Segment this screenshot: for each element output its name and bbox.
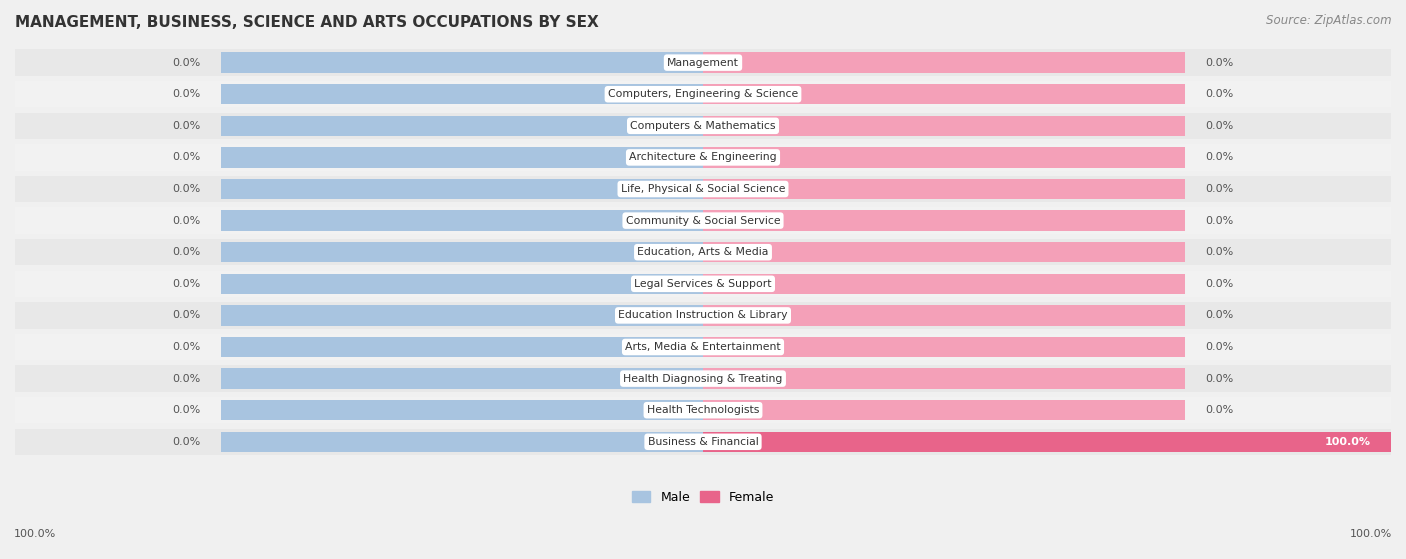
- Bar: [703, 400, 1185, 420]
- Bar: [15, 302, 1391, 329]
- Bar: [703, 368, 1185, 389]
- Bar: [221, 116, 703, 136]
- Bar: [703, 337, 1185, 357]
- Text: Computers & Mathematics: Computers & Mathematics: [630, 121, 776, 131]
- Text: Computers, Engineering & Science: Computers, Engineering & Science: [607, 89, 799, 100]
- Text: 0.0%: 0.0%: [1205, 216, 1233, 226]
- Text: Arts, Media & Entertainment: Arts, Media & Entertainment: [626, 342, 780, 352]
- Text: Source: ZipAtlas.com: Source: ZipAtlas.com: [1267, 14, 1392, 27]
- Text: Legal Services & Support: Legal Services & Support: [634, 279, 772, 289]
- Bar: [15, 271, 1391, 297]
- Bar: [221, 84, 703, 105]
- Text: Education Instruction & Library: Education Instruction & Library: [619, 310, 787, 320]
- Text: 0.0%: 0.0%: [173, 89, 201, 100]
- Text: Community & Social Service: Community & Social Service: [626, 216, 780, 226]
- Text: 100.0%: 100.0%: [1324, 437, 1371, 447]
- Bar: [703, 242, 1185, 263]
- Text: 0.0%: 0.0%: [173, 216, 201, 226]
- Text: 0.0%: 0.0%: [173, 153, 201, 163]
- Text: 100.0%: 100.0%: [14, 529, 56, 539]
- Bar: [703, 305, 1185, 326]
- Bar: [221, 179, 703, 200]
- Text: 0.0%: 0.0%: [173, 342, 201, 352]
- Text: Health Diagnosing & Treating: Health Diagnosing & Treating: [623, 373, 783, 383]
- Bar: [15, 176, 1391, 202]
- Text: 0.0%: 0.0%: [1205, 58, 1233, 68]
- Bar: [221, 432, 703, 452]
- Text: 0.0%: 0.0%: [173, 373, 201, 383]
- Legend: Male, Female: Male, Female: [627, 486, 779, 509]
- Bar: [221, 147, 703, 168]
- Bar: [221, 368, 703, 389]
- Text: 0.0%: 0.0%: [173, 121, 201, 131]
- Text: 0.0%: 0.0%: [1205, 373, 1233, 383]
- Text: Life, Physical & Social Science: Life, Physical & Social Science: [621, 184, 785, 194]
- Bar: [15, 366, 1391, 392]
- Bar: [703, 116, 1185, 136]
- Bar: [703, 432, 1391, 452]
- Text: Architecture & Engineering: Architecture & Engineering: [630, 153, 776, 163]
- Bar: [15, 112, 1391, 139]
- Text: 0.0%: 0.0%: [1205, 342, 1233, 352]
- Bar: [15, 397, 1391, 424]
- Bar: [15, 429, 1391, 455]
- Text: 0.0%: 0.0%: [1205, 184, 1233, 194]
- Bar: [221, 53, 703, 73]
- Bar: [703, 179, 1185, 200]
- Text: Management: Management: [666, 58, 740, 68]
- Text: 0.0%: 0.0%: [1205, 153, 1233, 163]
- Text: 0.0%: 0.0%: [173, 279, 201, 289]
- Bar: [221, 210, 703, 231]
- Bar: [15, 207, 1391, 234]
- Bar: [15, 144, 1391, 170]
- Text: 0.0%: 0.0%: [1205, 279, 1233, 289]
- Bar: [703, 273, 1185, 294]
- Bar: [15, 334, 1391, 360]
- Text: Business & Financial: Business & Financial: [648, 437, 758, 447]
- Text: 0.0%: 0.0%: [1205, 89, 1233, 100]
- Bar: [221, 305, 703, 326]
- Text: 0.0%: 0.0%: [173, 437, 201, 447]
- Bar: [221, 400, 703, 420]
- Text: 0.0%: 0.0%: [173, 310, 201, 320]
- Bar: [703, 210, 1185, 231]
- Bar: [221, 273, 703, 294]
- Text: MANAGEMENT, BUSINESS, SCIENCE AND ARTS OCCUPATIONS BY SEX: MANAGEMENT, BUSINESS, SCIENCE AND ARTS O…: [15, 15, 599, 30]
- Text: 100.0%: 100.0%: [1350, 529, 1392, 539]
- Text: 0.0%: 0.0%: [173, 184, 201, 194]
- Text: 0.0%: 0.0%: [173, 247, 201, 257]
- Text: 0.0%: 0.0%: [1205, 405, 1233, 415]
- Bar: [703, 84, 1185, 105]
- Text: 0.0%: 0.0%: [173, 405, 201, 415]
- Text: 0.0%: 0.0%: [1205, 310, 1233, 320]
- Text: 0.0%: 0.0%: [1205, 121, 1233, 131]
- Bar: [221, 242, 703, 263]
- Text: Education, Arts & Media: Education, Arts & Media: [637, 247, 769, 257]
- Bar: [15, 49, 1391, 76]
- Bar: [703, 147, 1185, 168]
- Bar: [703, 53, 1185, 73]
- Text: 0.0%: 0.0%: [173, 58, 201, 68]
- Text: 0.0%: 0.0%: [1205, 247, 1233, 257]
- Text: Health Technologists: Health Technologists: [647, 405, 759, 415]
- Bar: [221, 337, 703, 357]
- Bar: [15, 81, 1391, 107]
- Bar: [15, 239, 1391, 266]
